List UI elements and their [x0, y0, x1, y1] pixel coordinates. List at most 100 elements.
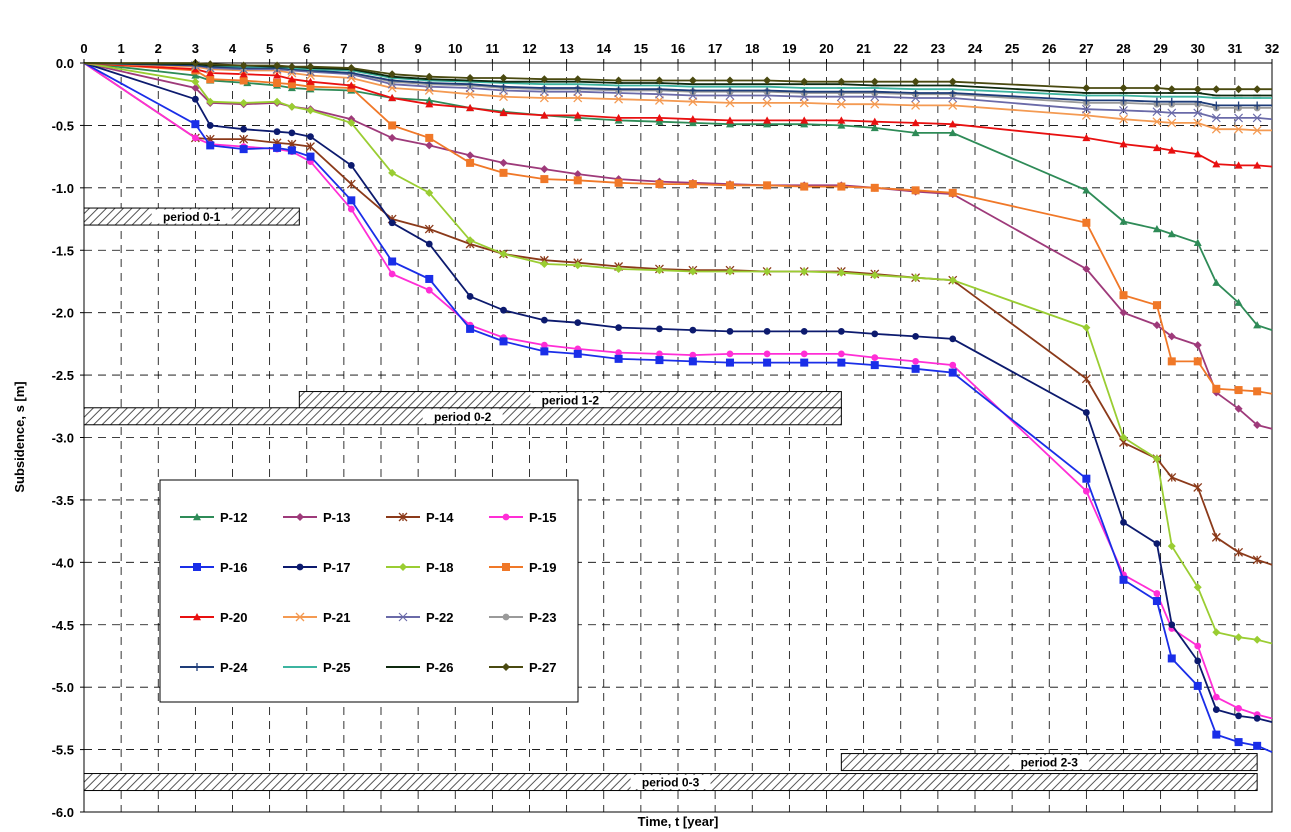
data-point [573, 93, 583, 103]
data-point [1152, 301, 1161, 310]
data-point [1167, 146, 1176, 154]
data-point [1253, 387, 1262, 396]
data-point [206, 97, 215, 106]
x-tick-label: 10 [448, 41, 462, 56]
data-point [540, 111, 549, 119]
legend-label: P-22 [426, 610, 453, 625]
data-point [540, 83, 549, 92]
data-point [725, 76, 734, 85]
legend-label: P-19 [529, 560, 556, 575]
period-bars: period 0-1 period 1-2 period 0-2 period 2-3… [83, 207, 1258, 792]
y-tick-label: -1.0 [52, 181, 74, 196]
data-point [948, 88, 957, 97]
data-point [502, 613, 510, 621]
data-point [655, 266, 664, 275]
x-tick-label: 31 [1228, 41, 1242, 56]
data-point [425, 133, 434, 142]
data-point [1119, 433, 1128, 442]
data-point [1152, 97, 1161, 106]
data-point [1193, 238, 1202, 246]
x-tick-label: 4 [229, 41, 237, 56]
legend-item: P-18 [386, 560, 453, 575]
y-tick-label: -0.5 [52, 118, 74, 133]
data-point [1167, 108, 1177, 118]
period-label: period 0-3 [642, 776, 700, 790]
data-point [398, 512, 408, 522]
data-point [1235, 712, 1242, 720]
data-point [1152, 225, 1161, 233]
data-point [1082, 186, 1091, 194]
data-point [1193, 681, 1202, 690]
data-point [296, 563, 304, 571]
legend-label: P-25 [323, 660, 350, 675]
data-point [1234, 113, 1243, 123]
data-point [948, 188, 957, 197]
x-tick-label: 18 [745, 41, 759, 56]
data-point [655, 117, 664, 125]
period-label: period 0-2 [434, 410, 492, 424]
x-tick-label: 22 [894, 41, 908, 56]
data-point [1082, 96, 1091, 105]
data-point [911, 100, 921, 110]
data-point [424, 224, 434, 234]
legend-item: P-20 [180, 610, 247, 625]
data-point [1119, 106, 1128, 115]
data-point [800, 120, 809, 128]
data-point [1193, 341, 1202, 350]
data-point [1193, 357, 1202, 366]
data-point [206, 141, 215, 150]
data-point [499, 73, 508, 82]
data-point [239, 76, 248, 85]
data-point [540, 259, 549, 268]
data-point [239, 134, 249, 144]
data-point [870, 77, 879, 86]
data-point [466, 151, 475, 160]
legend-item: P-12 [180, 510, 247, 525]
legend-item: P-16 [180, 560, 247, 575]
data-point [540, 165, 549, 174]
data-point [193, 613, 201, 621]
data-point [388, 257, 397, 266]
data-point [206, 60, 215, 69]
data-point [191, 83, 200, 92]
data-point [912, 332, 919, 340]
data-point [1082, 474, 1091, 483]
data-point [725, 267, 734, 276]
x-tick-label: 32 [1265, 41, 1279, 56]
data-point [466, 103, 475, 112]
data-point [871, 330, 879, 338]
y-tick-label: -6.0 [52, 805, 74, 820]
data-point [193, 563, 201, 571]
y-tick-label: -4.0 [52, 555, 74, 570]
data-point [1234, 547, 1244, 557]
data-point [1167, 85, 1176, 94]
y-axis-ticks: 0.0 -0.5 -1.0 -1.5 -2.0 -2.5 -3.0 -3.5 -4.0 -4.5 -… [52, 56, 84, 820]
data-point [1167, 542, 1176, 551]
legend-label: P-13 [323, 510, 350, 525]
data-point [870, 117, 879, 125]
data-point [655, 76, 664, 85]
data-point [273, 97, 282, 106]
data-point [1253, 85, 1262, 94]
data-point [1253, 421, 1262, 430]
period-label-bg [530, 393, 611, 408]
data-point [466, 324, 475, 333]
y-tick-label: -1.5 [52, 243, 74, 258]
data-point [1081, 110, 1091, 120]
data-point [1211, 532, 1221, 542]
data-point [347, 196, 356, 205]
data-point [573, 75, 582, 84]
data-point [388, 270, 396, 278]
data-point [725, 120, 734, 128]
data-point [1152, 107, 1162, 117]
data-point [911, 118, 920, 127]
data-point [800, 267, 809, 276]
data-point [573, 83, 582, 92]
legend-label: P-18 [426, 560, 453, 575]
data-point [1167, 357, 1176, 366]
data-point [1153, 590, 1161, 597]
data-point [911, 88, 920, 97]
x-tick-label: 21 [856, 41, 870, 56]
data-point [763, 358, 772, 367]
data-point [1193, 583, 1202, 592]
